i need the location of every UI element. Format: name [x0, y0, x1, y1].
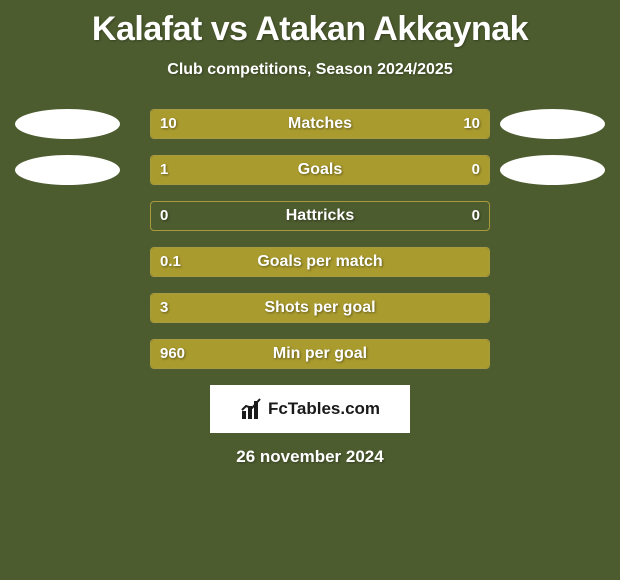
subtitle: Club competitions, Season 2024/2025	[0, 61, 620, 79]
bar-left	[151, 294, 489, 322]
bar-track	[150, 293, 490, 323]
bar-left	[151, 156, 408, 184]
player-ellipse-right	[500, 155, 605, 185]
bar-track	[150, 247, 490, 277]
player-ellipse-right	[500, 109, 605, 139]
player-ellipse-left	[15, 155, 120, 185]
bar-right	[320, 110, 489, 138]
bar-left	[151, 340, 489, 368]
bar-left	[151, 248, 489, 276]
stat-row: Min per goal960	[10, 339, 610, 369]
comparison-chart: Matches1010Goals10Hattricks00Goals per m…	[10, 109, 610, 369]
stat-row: Hattricks00	[10, 201, 610, 231]
player-ellipse-left	[15, 109, 120, 139]
logo-text: FcTables.com	[268, 399, 380, 419]
bar-right	[408, 156, 489, 184]
bar-track	[150, 339, 490, 369]
stat-row: Shots per goal3	[10, 293, 610, 323]
logo-box: FcTables.com	[210, 385, 410, 433]
date-label: 26 november 2024	[0, 447, 620, 467]
bar-track	[150, 155, 490, 185]
stat-row: Goals per match0.1	[10, 247, 610, 277]
page-title: Kalafat vs Atakan Akkaynak	[0, 0, 620, 49]
bar-track	[150, 201, 490, 231]
bar-track	[150, 109, 490, 139]
bar-left	[151, 110, 320, 138]
fctables-icon	[240, 397, 264, 421]
